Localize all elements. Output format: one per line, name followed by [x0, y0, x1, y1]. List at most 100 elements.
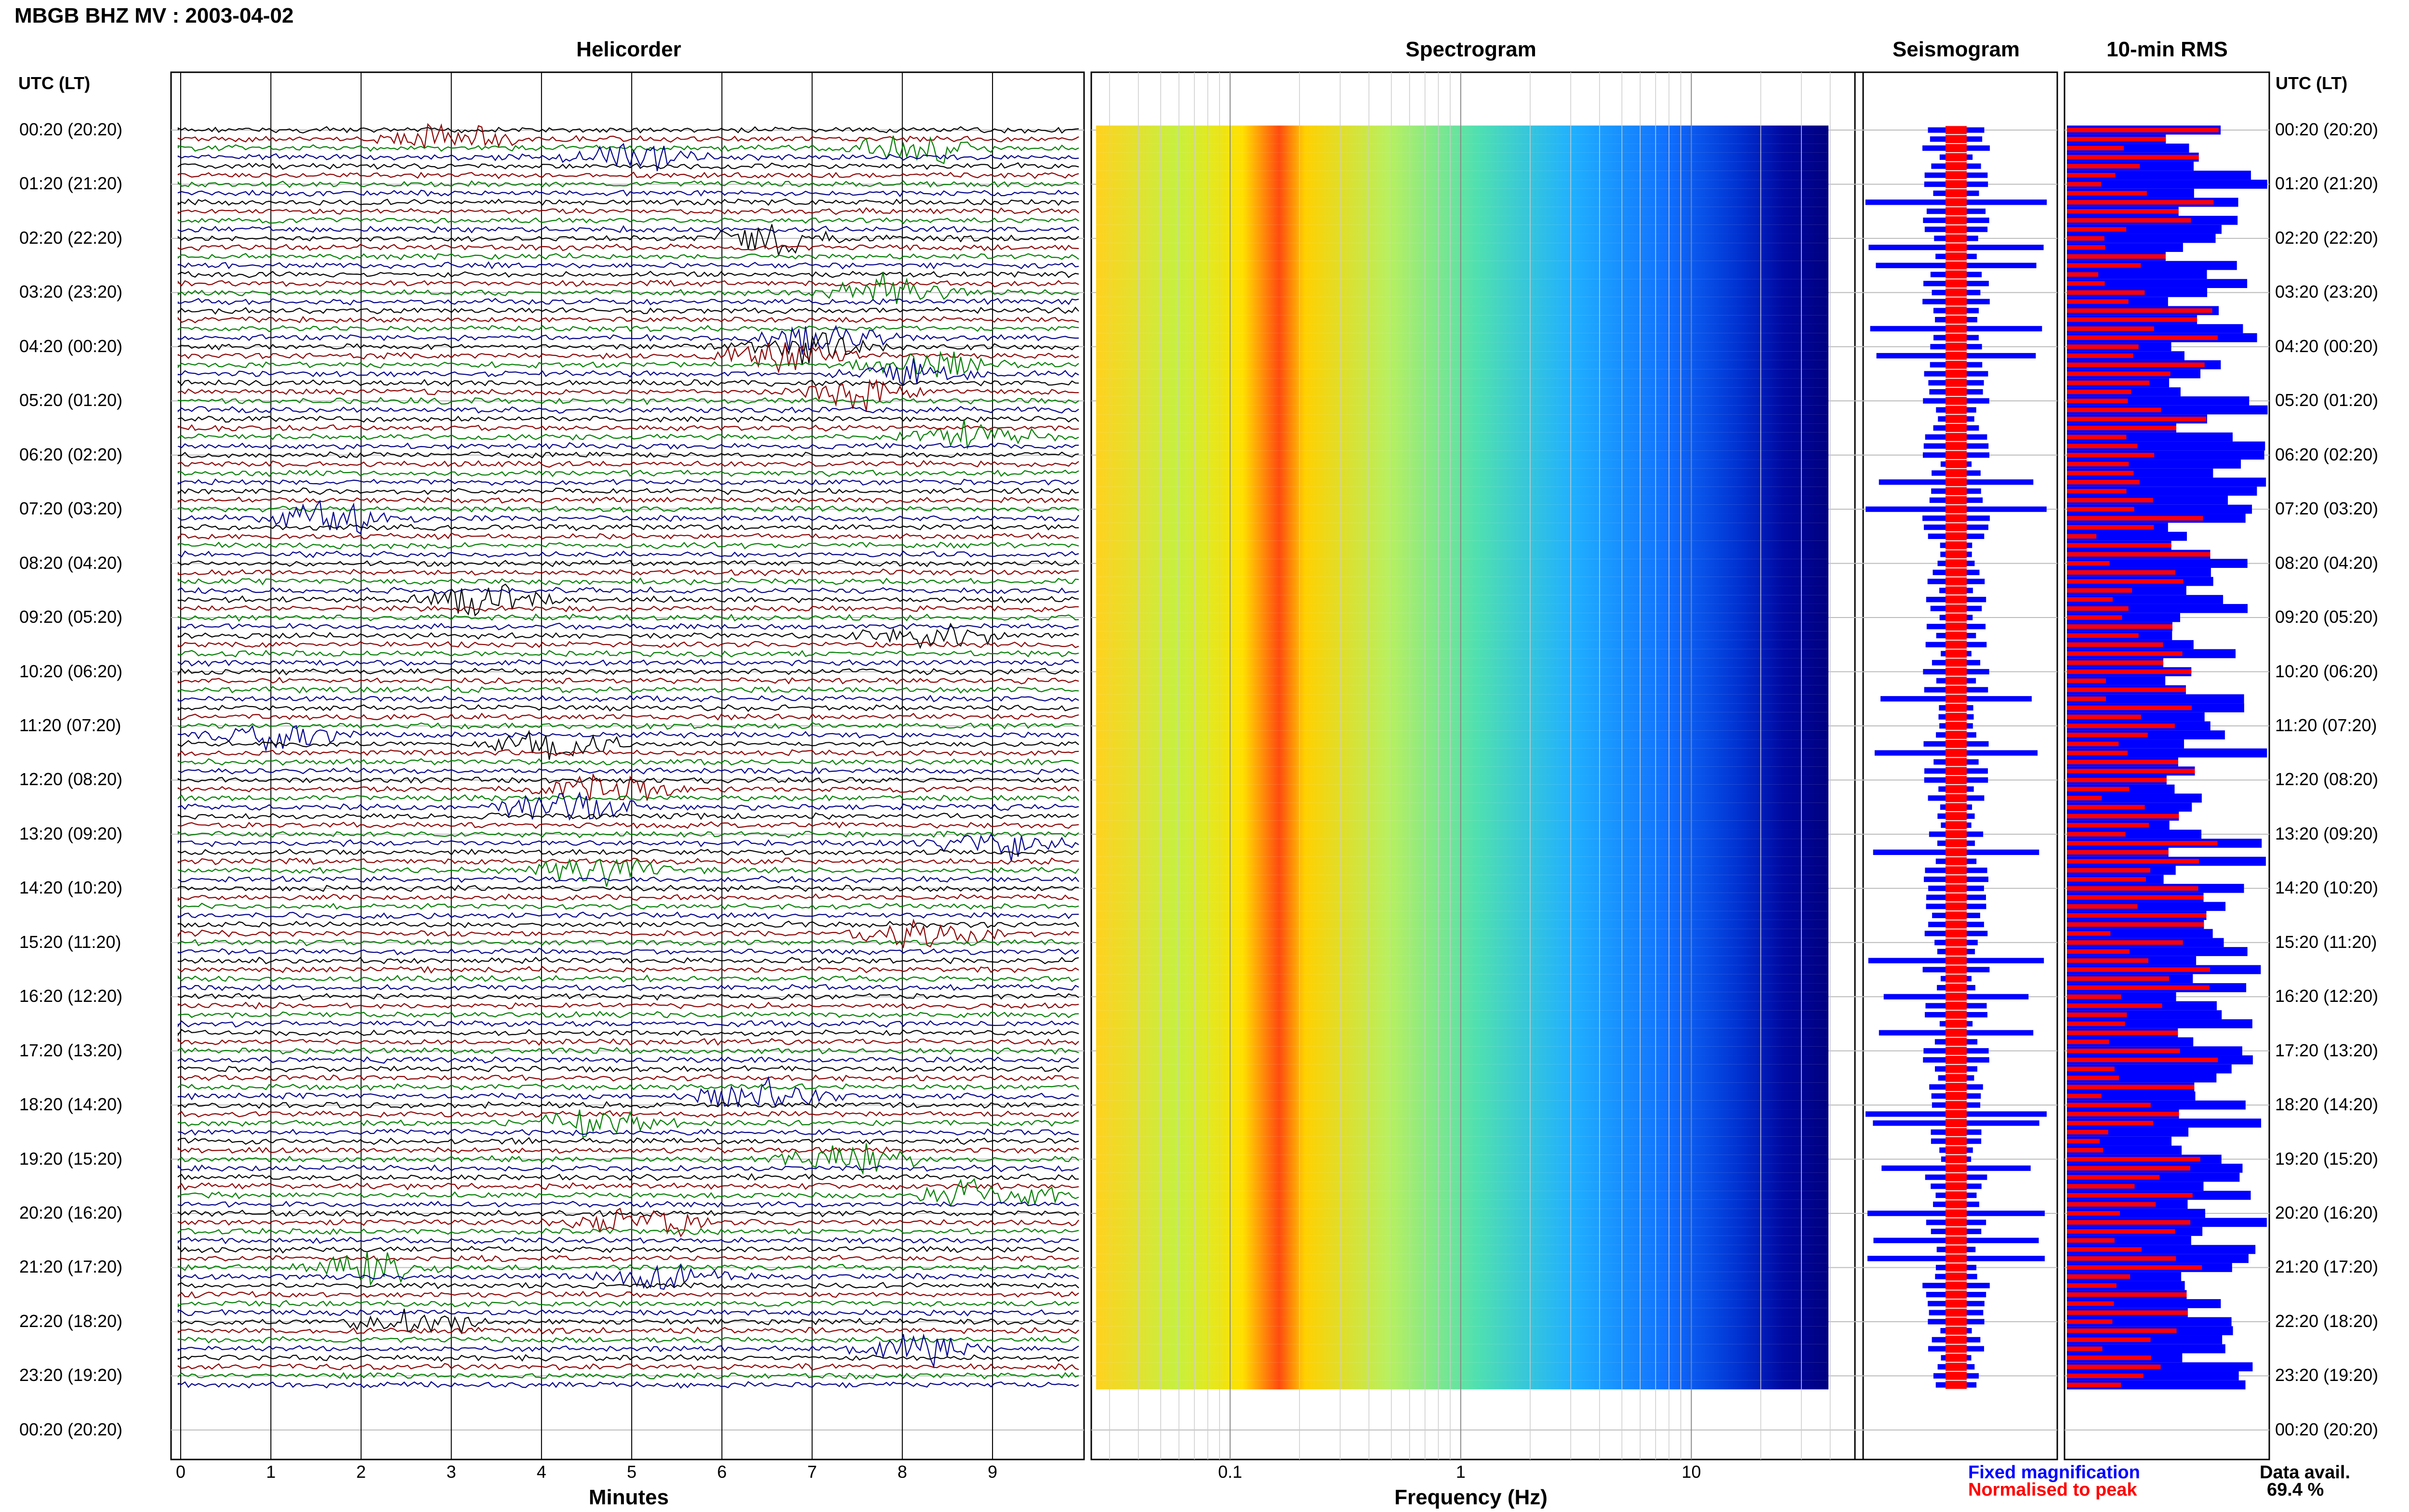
- rms-normalised-bar: [2067, 949, 2130, 954]
- rms-normalised-bar: [2067, 1166, 2190, 1170]
- data-avail-label: Data avail.: [2260, 1462, 2350, 1483]
- rms-normalised-bar: [2067, 227, 2127, 232]
- time-label-left: 04:20 (00:20): [19, 336, 123, 356]
- spectrogram-row: [1096, 1245, 1828, 1254]
- time-label-right: 01:20 (21:20): [2275, 173, 2379, 194]
- helicorder-trace: [177, 903, 1079, 910]
- spectrogram-tick-label: 10: [1681, 1462, 1701, 1482]
- legend-fixed: Fixed magnification: [1968, 1462, 2140, 1483]
- helicorder-trace: [177, 1381, 1079, 1389]
- helicorder-trace: [177, 243, 1079, 251]
- helicorder-trace: [177, 568, 1079, 577]
- rms-normalised-bar: [2067, 245, 2105, 250]
- spectrogram-xlabel: Frequency (Hz): [1394, 1486, 1548, 1509]
- helicorder-trace: [177, 821, 1079, 829]
- rms-normalised-bar: [2067, 1319, 2113, 1324]
- spectrogram-row: [1096, 829, 1828, 839]
- helicorder-trace: [177, 918, 1079, 949]
- helicorder-trace: [177, 993, 1079, 1001]
- rms-normalised-bar: [2067, 877, 2146, 882]
- rms-fixed-bar: [2067, 279, 2248, 288]
- spectrogram-row: [1096, 477, 1828, 487]
- spectrogram-row: [1096, 1145, 1828, 1155]
- time-label-left: 20:20 (16:20): [19, 1203, 123, 1223]
- time-label-left: 13:20 (09:20): [19, 823, 123, 843]
- helicorder-trace: [177, 505, 1079, 513]
- rms-normalised-bar: [2067, 1030, 2178, 1035]
- helicorder-trace: [177, 984, 1079, 991]
- helicorder-trace: [177, 1146, 1079, 1154]
- spectrogram-row: [1096, 847, 1828, 857]
- spectrogram-row: [1096, 1199, 1828, 1209]
- helicorder-trace: [177, 730, 1079, 760]
- helicorder-trace: [177, 550, 1079, 558]
- rms-normalised-bar: [2067, 741, 2119, 747]
- rms-normalised-bar: [2067, 552, 2210, 557]
- helicorder-trace: [177, 1290, 1079, 1299]
- spectrogram-row: [1096, 586, 1828, 595]
- helicorder-trace: [177, 1227, 1079, 1236]
- helicorder-trace: [177, 123, 1079, 148]
- helicorder-trace: [177, 1011, 1079, 1019]
- helicorder-trace: [177, 1308, 1079, 1335]
- spectrogram-row: [1096, 694, 1828, 704]
- helicorder-trace: [177, 586, 1079, 594]
- rms-normalised-bar: [2067, 381, 2150, 385]
- spectrogram-row: [1096, 270, 1828, 279]
- time-label-right: 10:20 (06:20): [2275, 661, 2379, 681]
- time-label-right: 15:20 (11:20): [2275, 932, 2377, 952]
- spectrogram-row: [1096, 1109, 1828, 1119]
- spectrogram-row: [1096, 730, 1828, 740]
- spectrogram-row: [1096, 875, 1828, 884]
- helicorder-trace: [177, 126, 1079, 134]
- spectrogram-row: [1096, 1371, 1828, 1381]
- helicorder-trace: [177, 396, 1079, 406]
- time-label-right: 02:20 (22:20): [2275, 227, 2379, 248]
- time-label-left: 09:20 (05:20): [19, 607, 123, 627]
- rms-normalised-bar: [2067, 164, 2140, 169]
- spectrogram-row: [1096, 784, 1828, 794]
- spectrogram-row: [1096, 883, 1828, 893]
- helicorder-trace: [177, 1254, 1079, 1262]
- helicorder-trace: [177, 875, 1079, 883]
- spectrogram-row: [1096, 1155, 1828, 1164]
- helicorder-trace: [177, 1047, 1079, 1055]
- spectrogram-row: [1096, 938, 1828, 947]
- time-label-left: 22:20 (18:20): [19, 1311, 123, 1331]
- spectrogram-row: [1096, 667, 1828, 676]
- helicorder-trace: [177, 487, 1079, 495]
- helicorder-trace: [177, 724, 1079, 752]
- spectrogram-row: [1096, 947, 1828, 956]
- helicorder-title: Helicorder: [576, 38, 681, 61]
- spectrogram-row: [1096, 974, 1828, 984]
- spectrogram-row: [1096, 441, 1828, 451]
- rms-normalised-bar: [2067, 913, 2207, 918]
- rms-normalised-bar: [2067, 299, 2129, 304]
- helicorder-trace: [177, 298, 1079, 306]
- spectrogram-row: [1096, 279, 1828, 288]
- helicorder-trace: [177, 1065, 1079, 1073]
- rms-normalised-bar: [2067, 1193, 2193, 1198]
- rms-normalised-bar: [2067, 290, 2145, 295]
- rms-fixed-bar: [2067, 1344, 2225, 1354]
- rms-normalised-bar: [2067, 344, 2139, 349]
- helicorder-trace: [177, 1354, 1079, 1362]
- rms-normalised-bar: [2067, 362, 2205, 367]
- time-label-right: 22:20 (18:20): [2275, 1311, 2379, 1331]
- time-label-right: 23:20 (19:20): [2275, 1365, 2379, 1385]
- helicorder-trace: [177, 1178, 1079, 1207]
- spectrogram-row: [1096, 414, 1828, 424]
- helicorder-trace: [177, 695, 1079, 703]
- spectrogram-row: [1096, 423, 1828, 433]
- rms-normalised-bar: [2067, 453, 2155, 458]
- spectrogram-row: [1096, 613, 1828, 622]
- rms-normalised-bar: [2067, 1076, 2119, 1080]
- time-label-left: 01:20 (21:20): [19, 173, 123, 194]
- rms-normalised-bar: [2067, 967, 2210, 972]
- spectrogram-row: [1096, 1254, 1828, 1263]
- time-label-right: 00:20 (20:20): [2275, 119, 2379, 139]
- rms-normalised-bar: [2067, 145, 2124, 151]
- helicorder-trace: [177, 1056, 1079, 1064]
- spectrogram-row: [1096, 1272, 1828, 1281]
- helicorder-trace: [177, 712, 1079, 721]
